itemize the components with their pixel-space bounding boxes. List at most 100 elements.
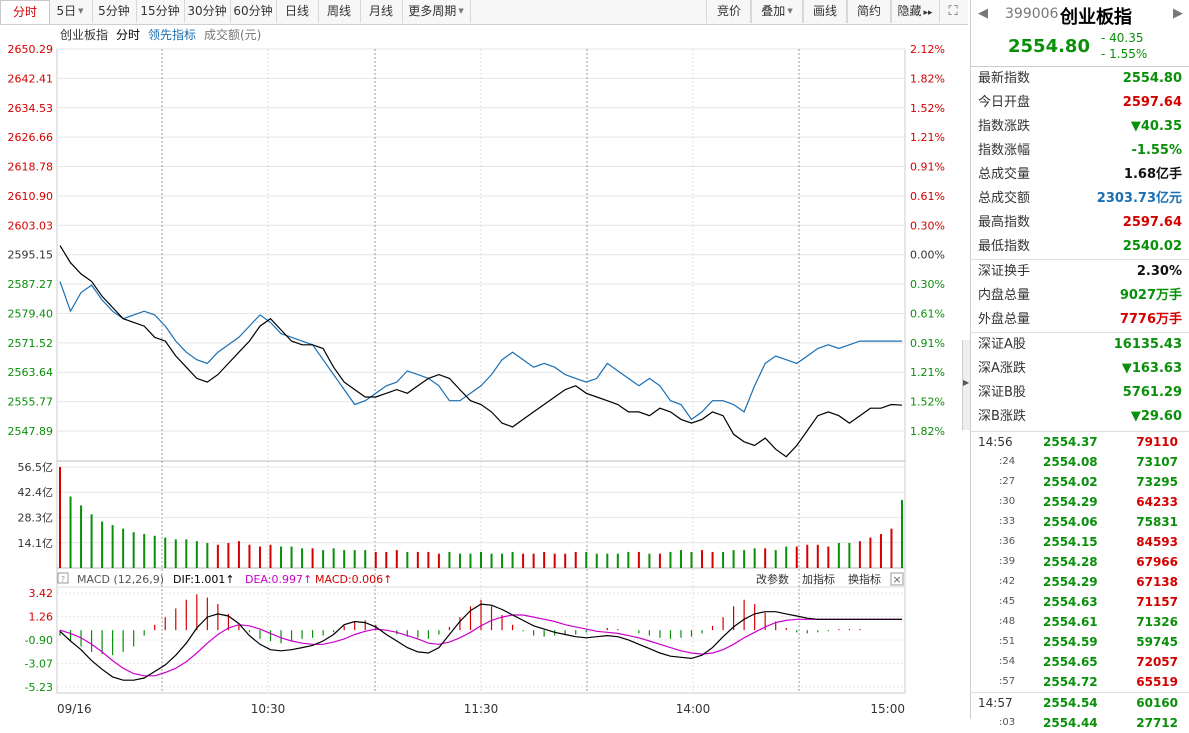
period-tab-9[interactable]: 更多周期 ▼ xyxy=(402,0,471,23)
tick-time: 14:56 xyxy=(978,435,1013,449)
volume-bar xyxy=(164,537,167,568)
stat-value: 2597.64 xyxy=(1122,95,1182,110)
macd-dif: DIF:1.001↑ xyxy=(173,573,235,586)
volume-bar xyxy=(258,546,261,568)
tick-volume: 60160 xyxy=(1136,696,1178,710)
volume-bar xyxy=(101,521,104,568)
pct-tick-label: 1.21% xyxy=(910,131,945,144)
tick-row: :36 2554.15 84593 xyxy=(971,532,1189,552)
next-arrow-icon[interactable]: ▶ xyxy=(1173,6,1183,21)
tick-price: 2554.44 xyxy=(1043,716,1098,730)
volume-bar xyxy=(606,553,609,568)
tick-time: 14:57 xyxy=(978,696,1013,710)
volume-bar xyxy=(322,550,325,568)
tick-row: :54 2554.65 72057 xyxy=(971,652,1189,672)
tool-button-2[interactable]: 画线 xyxy=(802,0,848,23)
stat-label: 总成交额 xyxy=(978,191,1031,206)
chart-area[interactable]: 创业板指 分时 领先指标 成交额(元) 2650.29 2.12% 2642.41 1.82%… xyxy=(0,25,968,719)
volume-bar xyxy=(701,550,704,568)
period-tab-2[interactable]: 5分钟 xyxy=(92,0,137,23)
volume-bar xyxy=(237,541,240,568)
macd-value: MACD:0.006↑ xyxy=(315,573,392,586)
tick-price: 2554.61 xyxy=(1043,615,1098,629)
panel-collapse-handle[interactable]: ▶ xyxy=(962,340,971,430)
period-tab-4[interactable]: 30分钟 xyxy=(184,0,231,23)
tick-row: :33 2554.06 75831 xyxy=(971,512,1189,532)
price-tick-label: 2571.52 xyxy=(8,337,54,350)
volume-bar xyxy=(395,550,398,568)
volume-bar xyxy=(122,528,125,568)
period-tab-3[interactable]: 15分钟 xyxy=(136,0,185,23)
tool-button-0[interactable]: 竞价 xyxy=(706,0,752,23)
expand-icon[interactable]: ⛶ xyxy=(948,4,958,19)
stat-label: 指数涨幅 xyxy=(978,143,1031,158)
volume-bar xyxy=(143,534,146,568)
time-tick-label: 09/16 xyxy=(57,702,92,716)
stat-label: 深证A股 xyxy=(978,337,1026,352)
legend-amount: 成交额(元) xyxy=(204,27,261,42)
tick-list: 14:56 2554.37 79110:24 2554.08 73107:27 2554.… xyxy=(971,431,1189,733)
tick-price: 2554.59 xyxy=(1043,635,1098,649)
price-tick-label: 2642.41 xyxy=(8,72,54,85)
macd-tick-label: 3.42 xyxy=(29,587,54,600)
period-tab-5[interactable]: 60分钟 xyxy=(230,0,277,23)
volume-bar xyxy=(848,542,851,568)
macd-swap-button[interactable]: 换指标 xyxy=(848,572,881,586)
volume-bar xyxy=(406,551,409,568)
volume-bar xyxy=(616,553,619,568)
price-change: - 40.35 xyxy=(1101,31,1144,45)
volume-bar xyxy=(448,551,451,568)
stats-list-2: 深证换手 2.30% 内盘总量 9027万手 外盘总量 7776万手 xyxy=(971,259,1189,332)
volume-bar xyxy=(743,550,746,568)
stat-label: 最低指数 xyxy=(978,239,1031,254)
tick-time: :54 xyxy=(999,656,1016,667)
tick-row: :03 2554.44 27712 xyxy=(971,713,1189,733)
tick-row: :45 2554.63 71157 xyxy=(971,592,1189,612)
volume-bar xyxy=(59,467,61,568)
tick-price: 2554.29 xyxy=(1043,575,1098,589)
pct-tick-label: 0.91% xyxy=(910,337,945,350)
lead-indicator-line xyxy=(59,281,902,421)
stat-row: 指数涨幅 -1.55% xyxy=(971,139,1189,163)
tick-volume: 73295 xyxy=(1136,475,1178,489)
quote-header: ◀ 399006 创业板指 ▶ 2554.80 - 40.35 - 1.55% xyxy=(971,0,1189,67)
volume-bar xyxy=(248,544,251,568)
period-tab-6[interactable]: 日线 xyxy=(276,0,319,23)
tick-volume: 75831 xyxy=(1136,515,1178,529)
stat-value: 2303.73亿元 xyxy=(1096,191,1182,206)
tool-button-1[interactable]: 叠加 ▼ xyxy=(750,0,804,23)
macd-params-button[interactable]: 改参数 xyxy=(756,572,789,586)
stat-row: 最高指数 2597.64 xyxy=(971,211,1189,235)
legend-mode: 分时 xyxy=(116,28,140,42)
volume-bar xyxy=(332,548,335,568)
price-tick-label: 2579.40 xyxy=(8,307,54,320)
tick-time: :45 xyxy=(999,596,1016,607)
volume-bar xyxy=(879,534,882,568)
tick-time: :57 xyxy=(999,676,1016,687)
tick-price: 2554.28 xyxy=(1043,555,1098,569)
period-tab-8[interactable]: 月线 xyxy=(360,0,403,23)
price-change-pct: - 1.55% xyxy=(1101,47,1148,61)
period-tab-1[interactable]: 5日 ▼ xyxy=(48,0,93,23)
time-tick-label: 11:30 xyxy=(464,702,499,716)
macd-tick-label: -5.23 xyxy=(25,681,53,694)
tick-time: :51 xyxy=(999,636,1016,647)
macd-dea: DEA:0.997↑ xyxy=(245,573,312,586)
volume-bar xyxy=(711,551,714,568)
price-tick-label: 2603.03 xyxy=(8,219,54,232)
stat-label: 最高指数 xyxy=(978,215,1031,230)
volume-bar xyxy=(658,553,661,568)
period-tab-0[interactable]: 分时 xyxy=(0,0,50,24)
tool-button-4[interactable]: 隐藏 ▸▸ xyxy=(890,0,940,23)
prev-arrow-icon[interactable]: ◀ xyxy=(978,6,988,21)
tool-button-3[interactable]: 简约 xyxy=(846,0,892,23)
pct-tick-label: 0.30% xyxy=(910,219,945,232)
tick-volume: 64233 xyxy=(1136,495,1178,509)
volume-bar xyxy=(764,548,767,568)
period-tab-7[interactable]: 周线 xyxy=(318,0,361,23)
price-line xyxy=(59,245,903,458)
macd-add-button[interactable]: 加指标 xyxy=(802,572,835,586)
stat-row: 今日开盘 2597.64 xyxy=(971,91,1189,115)
volume-bar xyxy=(490,553,493,568)
price-tick-label: 2547.89 xyxy=(8,425,54,438)
